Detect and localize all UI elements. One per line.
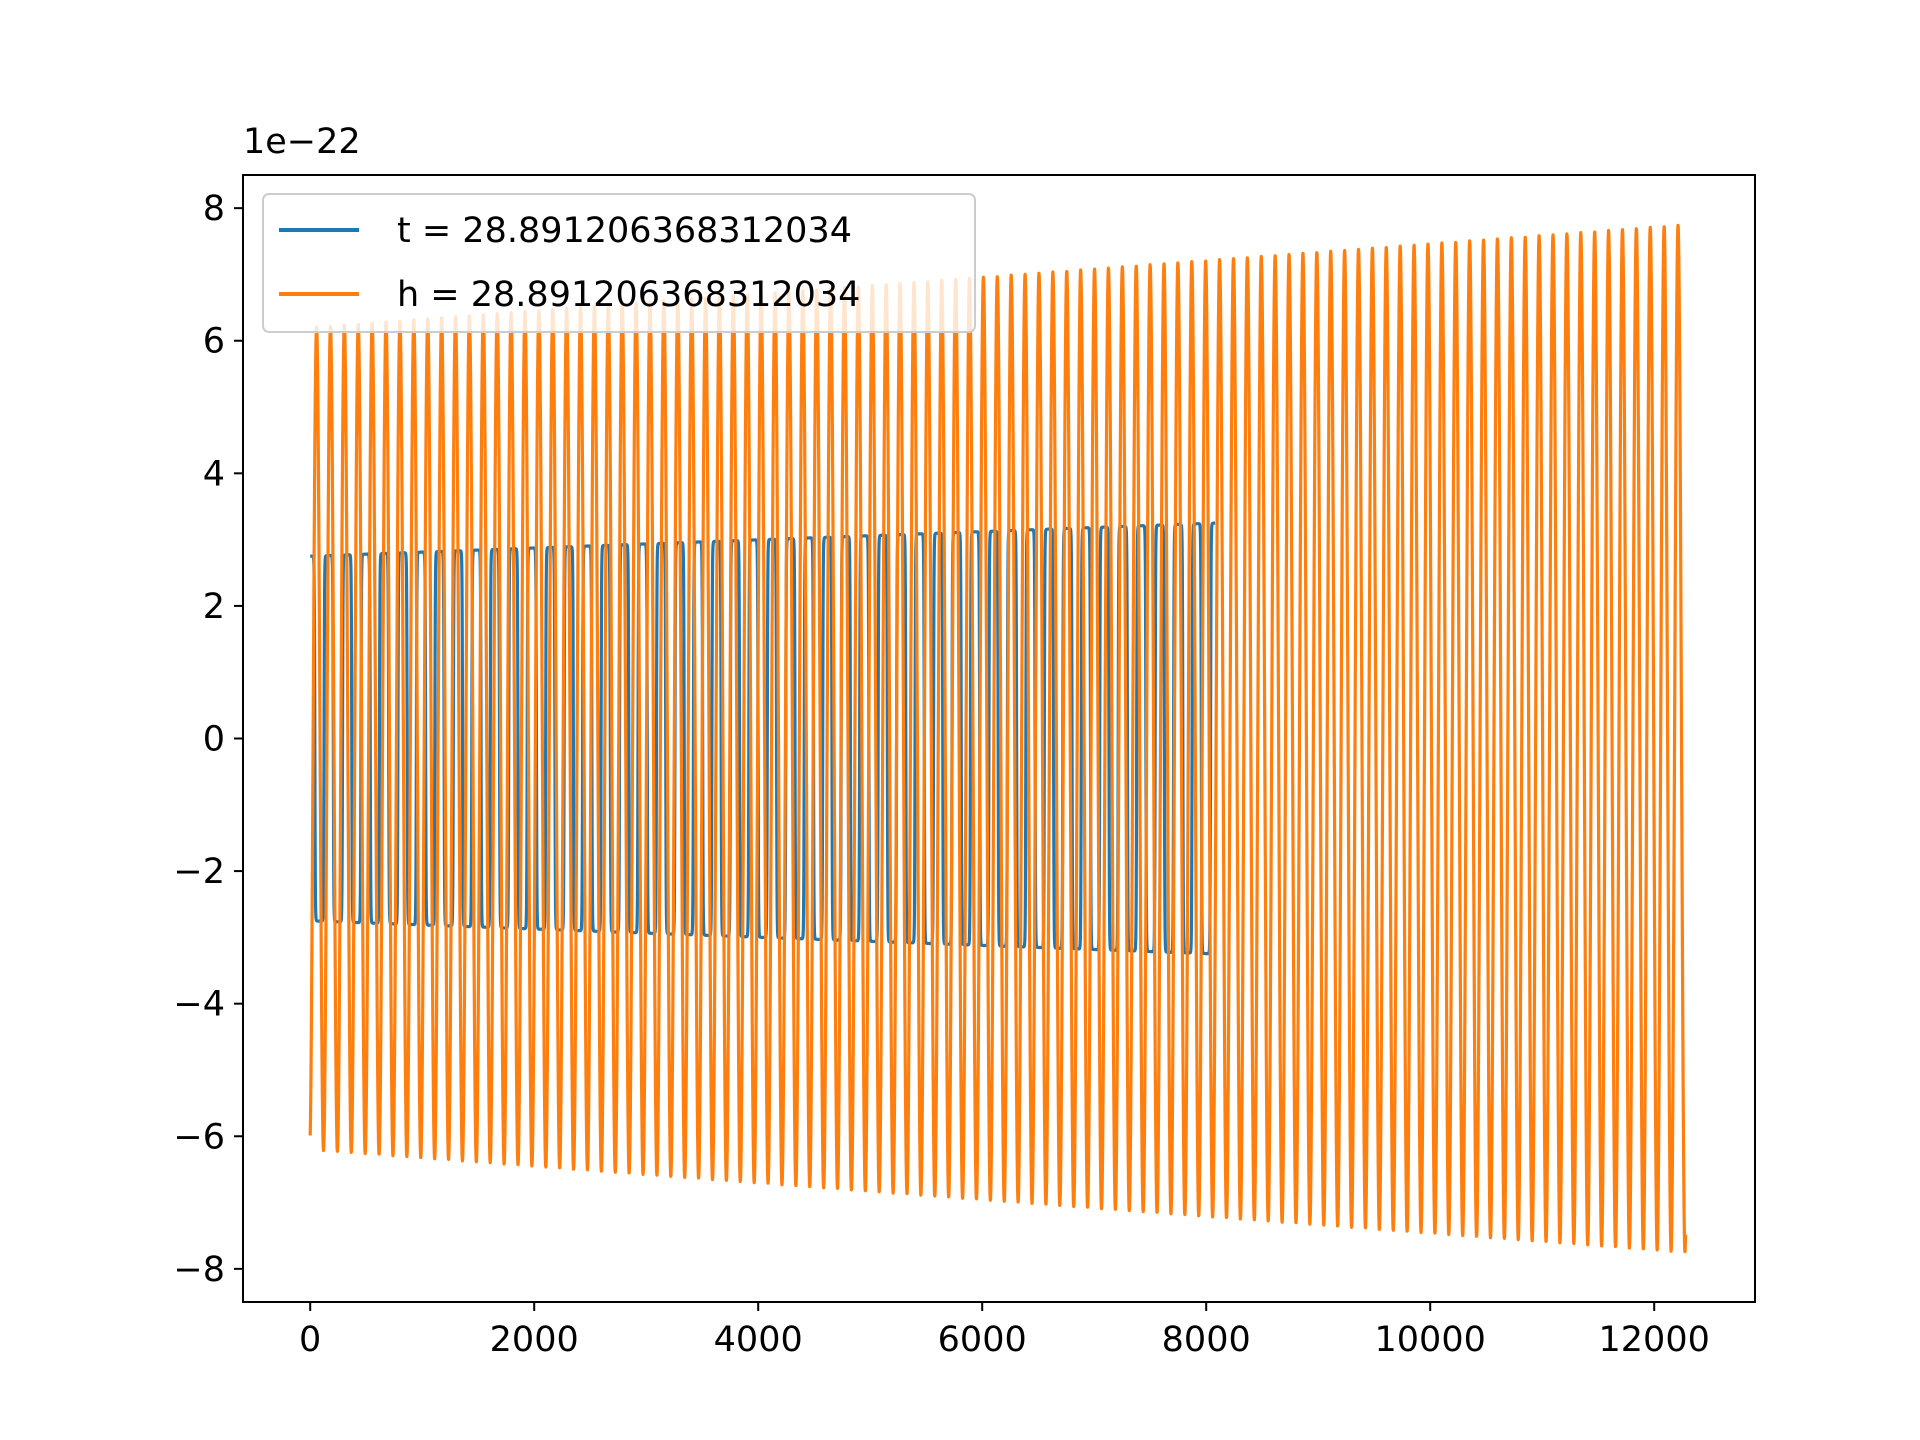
y-tick-label: −4 xyxy=(173,985,225,1025)
legend-entry-label: t = 28.891206368312034 xyxy=(397,211,852,251)
legend-box xyxy=(262,193,976,333)
x-tick-label: 2000 xyxy=(490,1320,579,1360)
y-tick-label: 2 xyxy=(203,587,225,627)
y-tick-label: −2 xyxy=(173,852,225,892)
x-axis: 0 2000 4000 6000 8000 10000 12000 xyxy=(299,1302,1710,1360)
y-tick-label: 4 xyxy=(203,454,225,494)
y-tick-label: 0 xyxy=(203,720,225,760)
plot-frame xyxy=(242,174,1756,1303)
x-tick-label: 12000 xyxy=(1599,1320,1710,1360)
y-axis: −8 −6 −4 −2 0 2 4 6 8 xyxy=(173,189,243,1290)
y-tick-label: 6 xyxy=(203,322,225,362)
x-tick-label: 0 xyxy=(299,1320,321,1360)
x-tick-label: 8000 xyxy=(1162,1320,1251,1360)
y-tick-label: −6 xyxy=(173,1117,225,1157)
y-offset-label: 1e−22 xyxy=(243,122,361,162)
x-tick-label: 6000 xyxy=(938,1320,1027,1360)
y-tick-label: 8 xyxy=(203,189,225,229)
y-tick-label: −8 xyxy=(173,1250,225,1290)
legend-entry-label: h = 28.891206368312034 xyxy=(397,275,860,315)
legend: t = 28.891206368312034 h = 28.89120636831… xyxy=(262,193,976,333)
x-tick-label: 4000 xyxy=(714,1320,803,1360)
x-tick-label: 10000 xyxy=(1375,1320,1486,1360)
